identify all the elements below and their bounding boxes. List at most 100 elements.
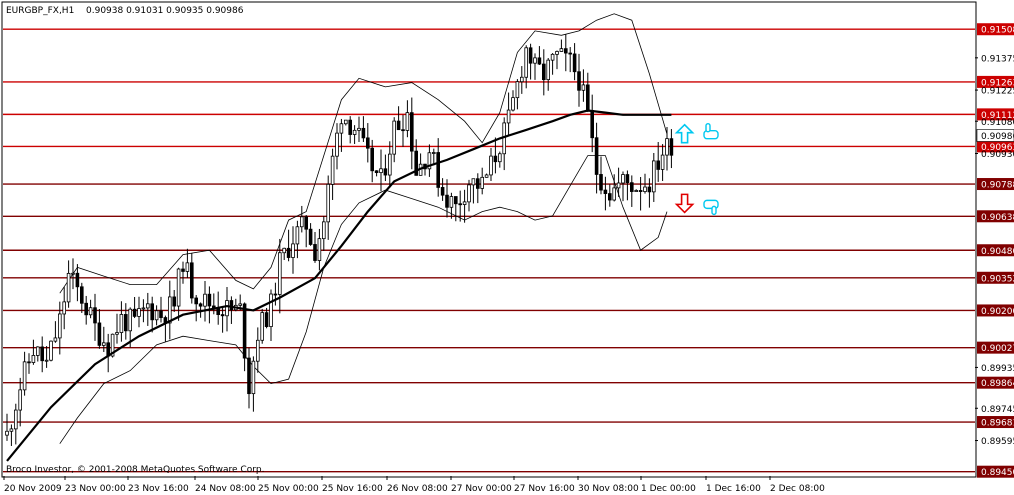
candle-body — [242, 303, 247, 359]
candle-body — [229, 300, 234, 311]
candle-body — [409, 112, 414, 152]
level-label: 0.90638 — [981, 213, 1014, 223]
candle-body — [62, 301, 66, 315]
candle-body — [335, 132, 339, 157]
candle-body — [88, 307, 93, 316]
up-arrow-icon — [674, 123, 695, 144]
candle-body — [141, 307, 146, 310]
hand-down-icon — [703, 199, 719, 216]
candle-body — [458, 203, 462, 206]
candle-body — [66, 272, 71, 303]
candle-body — [656, 160, 660, 170]
candle-body — [550, 53, 555, 61]
candle-body — [119, 314, 124, 333]
candle-body — [154, 310, 159, 321]
candle-body — [449, 196, 454, 208]
candle-body — [511, 97, 515, 111]
candle-body — [506, 109, 511, 124]
candle-body — [172, 296, 177, 307]
y-tick-label: 0.89745 — [981, 405, 1014, 415]
candle-body — [643, 186, 647, 192]
candle-body — [625, 174, 630, 184]
candle-body — [431, 152, 436, 154]
candle-body — [13, 409, 18, 430]
y-tick-label: 0.89935 — [981, 364, 1014, 374]
level-label: 0.89864 — [981, 379, 1014, 389]
candle-body — [387, 153, 392, 176]
candle-body — [273, 293, 278, 296]
candle-body — [203, 293, 207, 307]
candle-body — [660, 154, 665, 170]
level-label-box — [977, 465, 1014, 478]
candle-body — [286, 247, 291, 258]
y-tick-label: 0.91225 — [981, 87, 1014, 97]
candle-body — [475, 178, 480, 189]
level-label-box — [977, 75, 1014, 88]
candle-body — [238, 303, 243, 306]
level-label-box — [977, 178, 1014, 191]
candle-body — [317, 238, 322, 261]
candle-body — [53, 337, 58, 342]
candle-body — [277, 252, 282, 295]
candle-body — [445, 194, 449, 208]
candle-body — [612, 187, 616, 201]
candle-body — [282, 247, 286, 254]
candle-body — [251, 360, 256, 395]
candle-body — [528, 47, 533, 64]
level-label-box — [977, 304, 1014, 317]
bollinger-upper — [59, 13, 668, 294]
candle-body — [185, 262, 190, 272]
level-label: 0.90788 — [981, 181, 1014, 191]
candle-body — [559, 48, 564, 52]
candle-body — [471, 178, 476, 186]
candle-body — [207, 293, 212, 307]
moving-average-line — [6, 109, 672, 462]
candle-body — [370, 147, 374, 172]
candle-body — [427, 152, 432, 170]
candle-body — [44, 359, 49, 362]
candle-body — [436, 152, 440, 188]
candle-body — [590, 109, 594, 139]
candle-body — [18, 389, 22, 411]
candle-body — [5, 430, 9, 436]
candle-body — [497, 153, 502, 163]
candle-body — [665, 138, 669, 156]
candle-body — [115, 332, 119, 335]
level-label-box — [977, 341, 1014, 354]
candle-body — [330, 155, 335, 185]
level-label-box — [977, 376, 1014, 389]
candle-body — [31, 355, 36, 363]
level-label: 0.90027 — [981, 344, 1014, 354]
candle-body — [634, 190, 638, 192]
current-price-label: 0.90986 — [981, 132, 1014, 142]
level-label-box — [977, 140, 1014, 153]
candle-body — [128, 308, 133, 332]
candle-body — [616, 182, 621, 189]
signal-markers — [674, 123, 719, 216]
candle-body — [181, 268, 185, 272]
candle-body — [524, 47, 528, 78]
candle-body — [572, 53, 577, 73]
candle-body — [599, 174, 603, 191]
candle-body — [260, 312, 264, 341]
y-tick-label: 0.91375 — [981, 54, 1014, 64]
candle-body — [533, 57, 537, 64]
x-tick-label: 27 Nov 16:00 — [514, 484, 575, 494]
candle-body — [150, 303, 155, 321]
candle-body — [379, 168, 383, 174]
candle-body — [339, 123, 344, 134]
moving-average — [6, 109, 672, 462]
hand-up-icon — [703, 123, 719, 140]
candle-body — [167, 296, 172, 324]
candle-body — [537, 57, 542, 65]
candles — [5, 34, 674, 446]
x-tick-label: 1 Dec 16:00 — [706, 484, 761, 494]
candle-body — [189, 262, 194, 299]
x-tick-label: 27 Nov 00:00 — [451, 484, 512, 494]
